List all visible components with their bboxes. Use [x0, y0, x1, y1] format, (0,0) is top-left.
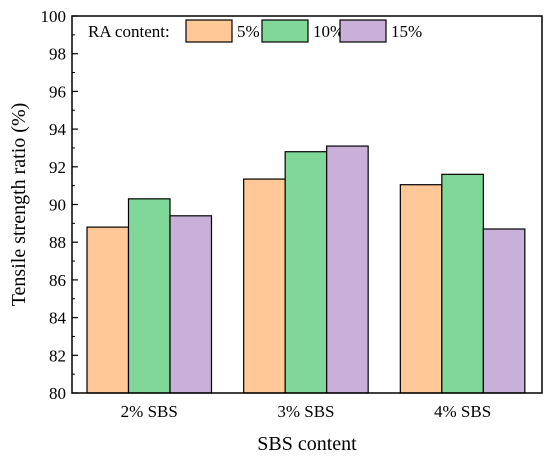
x-tick-label: 4% SBS	[434, 402, 491, 421]
y-axis: 80 82 84 86 88 90 92 94 96 98 100	[41, 7, 78, 403]
legend-label: 15%	[391, 22, 422, 41]
legend-title: RA content:	[88, 22, 170, 41]
bar-4sbs-ra5	[399, 184, 443, 394]
legend-label: 10%	[313, 22, 344, 41]
bar-2sbs-ra5	[86, 226, 130, 394]
legend-swatch	[261, 19, 309, 43]
y-tick-label: 88	[49, 233, 66, 252]
legend-swatch	[339, 19, 387, 43]
bar-4sbs-ra10	[441, 173, 484, 394]
y-tick-label: 96	[49, 82, 66, 101]
bars-layer	[86, 145, 526, 394]
y-tick-label: 98	[49, 45, 66, 64]
bar-3sbs-ra10	[284, 151, 328, 394]
x-axis: 2% SBS 3% SBS 4% SBS	[121, 402, 492, 421]
legend-swatch	[185, 19, 233, 43]
x-axis-title: SBS content	[257, 433, 357, 455]
y-tick-label: 82	[49, 346, 66, 365]
bar-2sbs-ra15	[169, 215, 213, 394]
x-tick-label: 2% SBS	[121, 402, 178, 421]
y-tick-label: 94	[49, 120, 67, 139]
y-tick-label: 84	[49, 309, 67, 328]
y-tick-label: 100	[41, 7, 67, 26]
bar-3sbs-ra15	[326, 145, 369, 394]
y-tick-label: 90	[49, 196, 66, 215]
bar-3sbs-ra5	[243, 178, 286, 394]
bar-4sbs-ra15	[482, 228, 526, 394]
x-tick-label: 3% SBS	[277, 402, 334, 421]
y-axis-title: Tensile strength ratio (%)	[8, 103, 30, 307]
bar-2sbs-ra10	[127, 198, 171, 394]
y-tick-label: 86	[49, 271, 66, 290]
y-tick-label: 92	[49, 158, 66, 177]
legend-label: 5%	[237, 22, 260, 41]
legend: RA content: 5% 10% 15%	[88, 19, 422, 43]
y-tick-label: 80	[49, 384, 66, 403]
